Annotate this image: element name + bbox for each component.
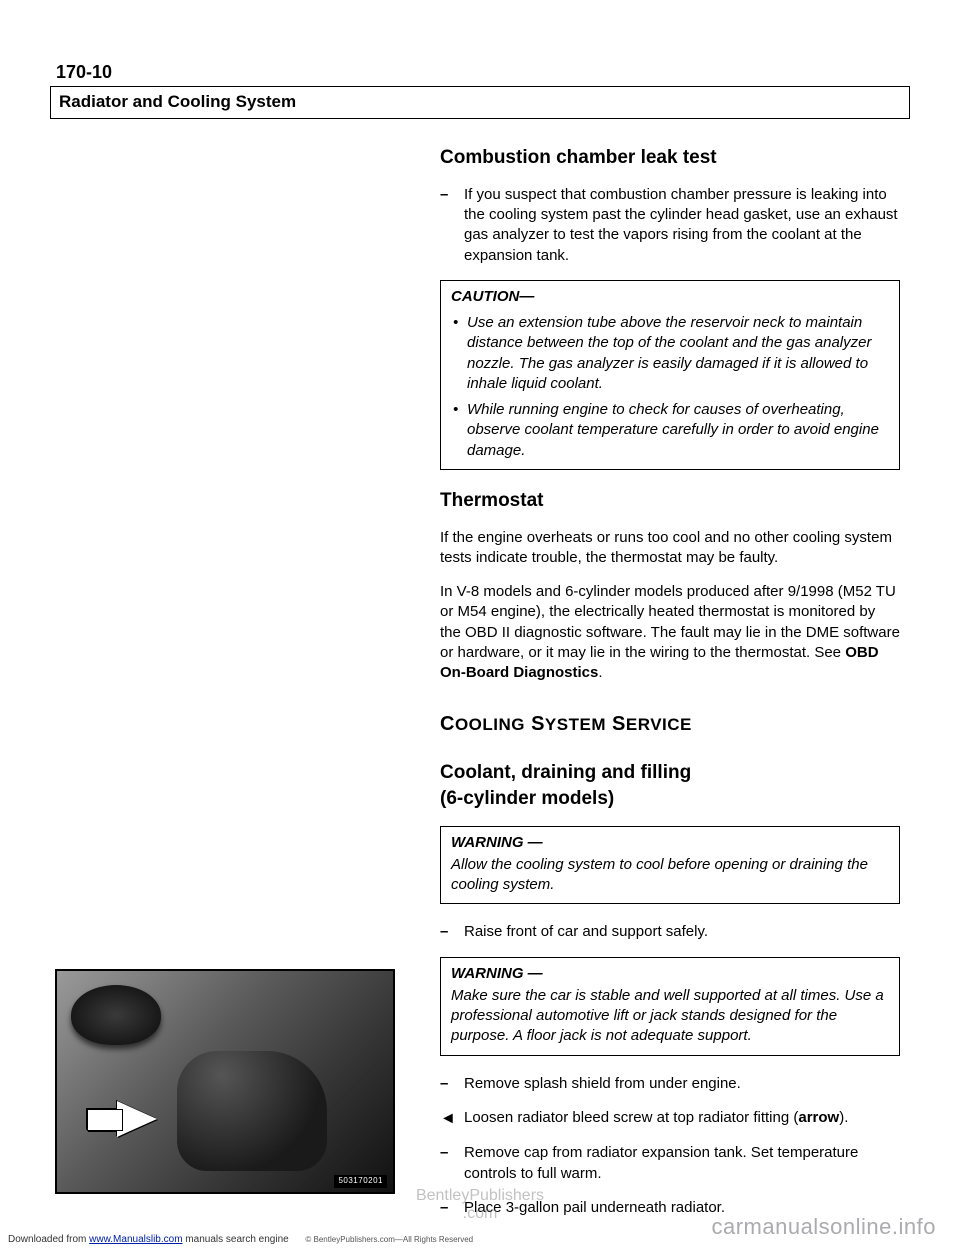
step-item: – Remove splash shield from under engine… <box>440 1074 900 1094</box>
bold-arrow-ref: arrow <box>798 1109 839 1126</box>
figure-arrow-icon <box>117 1101 157 1137</box>
step-text: If you suspect that combustion chamber p… <box>464 185 900 266</box>
footer-text: Downloaded from <box>8 1234 89 1245</box>
heading-cooling-system-service: COOLING SYSTEM SERVICE <box>440 711 900 738</box>
caution-title: CAUTION— <box>451 288 534 305</box>
warning-box: WARNING — Allow the cooling system to co… <box>440 826 900 905</box>
page-footer: Downloaded from www.Manualslib.com manua… <box>0 1233 960 1247</box>
watermark-center: BentleyPublishers .com <box>416 1187 544 1222</box>
heading-text: COOLING SYSTEM SERVICE <box>440 713 692 735</box>
dash-marker: – <box>440 922 464 942</box>
copyright-text: © BentleyPublishers.com—All Rights Reser… <box>305 1235 473 1244</box>
text-span: . <box>598 664 602 681</box>
footer-text: manuals search engine <box>183 1234 289 1245</box>
step-item: – If you suspect that combustion chamber… <box>440 185 900 266</box>
warning-text: Make sure the car is stable and well sup… <box>451 986 889 1047</box>
body-paragraph: In V-8 models and 6-cylinder models prod… <box>440 582 900 683</box>
caution-item: While running engine to check for causes… <box>451 400 889 461</box>
figure-reservoir-shape <box>177 1051 327 1171</box>
warning-title: WARNING — <box>451 965 543 982</box>
pointer-arrow-icon: ◄ <box>440 1108 464 1130</box>
warning-title: WARNING — <box>451 834 543 851</box>
caution-box: CAUTION— Use an extension tube above the… <box>440 280 900 470</box>
figure-id-label: 503170201 <box>334 1175 387 1188</box>
warning-text: Allow the cooling system to cool before … <box>451 855 889 896</box>
dash-marker: – <box>440 1074 464 1094</box>
heading-coolant-drain-fill: Coolant, draining and filling <box>440 760 900 786</box>
caution-item: Use an extension tube above the reservoi… <box>451 313 889 394</box>
caution-list: Use an extension tube above the reservoi… <box>451 313 889 461</box>
figure-cap-shape <box>71 985 161 1045</box>
step-item: ◄ Loosen radiator bleed screw at top rad… <box>440 1108 900 1130</box>
header-box: Radiator and Cooling System <box>50 86 910 119</box>
download-source: Downloaded from www.Manualslib.com manua… <box>0 1233 960 1247</box>
text-span: In V-8 models and 6-cylinder models prod… <box>440 583 900 661</box>
dash-marker: – <box>440 185 464 266</box>
header-title: Radiator and Cooling System <box>59 92 296 111</box>
warning-box: WARNING — Make sure the car is stable an… <box>440 957 900 1056</box>
dash-marker: – <box>440 1143 464 1184</box>
step-item: – Remove cap from radiator expansion tan… <box>440 1143 900 1184</box>
manual-page: 170-10 Radiator and Cooling System Combu… <box>0 0 960 1252</box>
step-text: Loosen radiator bleed screw at top radia… <box>464 1108 900 1130</box>
watermark-text: BentleyPublishers <box>416 1187 544 1204</box>
text-span: ). <box>839 1109 848 1126</box>
heading-combustion-leak-test: Combustion chamber leak test <box>440 145 900 171</box>
heading-thermostat: Thermostat <box>440 488 900 514</box>
step-item: – Raise front of car and support safely. <box>440 922 900 942</box>
page-number: 170-10 <box>50 60 910 84</box>
body-paragraph: If the engine overheats or runs too cool… <box>440 528 900 569</box>
step-text: Remove cap from radiator expansion tank.… <box>464 1143 900 1184</box>
watermark-text: .com <box>463 1205 498 1222</box>
heading-coolant-subtitle: (6-cylinder models) <box>440 786 900 812</box>
text-span: Loosen radiator bleed screw at top radia… <box>464 1109 798 1126</box>
manualslib-link[interactable]: www.Manualslib.com <box>89 1234 182 1245</box>
content-column: Combustion chamber leak test – If you su… <box>440 145 900 1218</box>
step-text: Remove splash shield from under engine. <box>464 1074 900 1094</box>
step-text: Raise front of car and support safely. <box>464 922 900 942</box>
figure-photo: 503170201 <box>55 969 395 1194</box>
